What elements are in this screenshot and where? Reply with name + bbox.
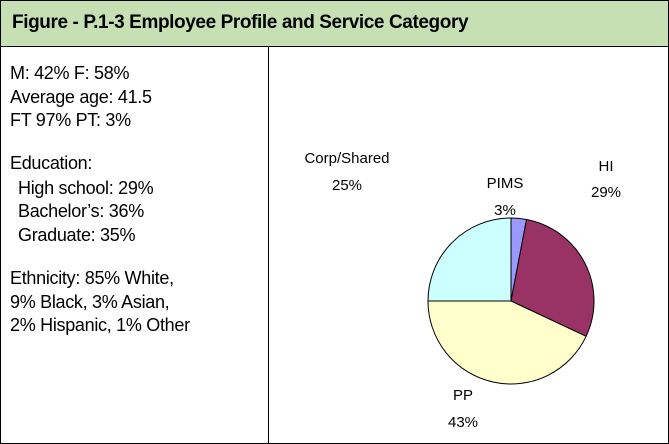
- pie-slice: [427, 300, 587, 385]
- slice-label: Corp/Shared: [304, 150, 389, 167]
- profile-line: 9% Black, 3% Asian,: [10, 292, 170, 312]
- profile-line: FT 97% PT: 3%: [10, 110, 131, 130]
- profile-line: Average age: 41.5: [10, 87, 152, 107]
- pie-slice: [427, 217, 512, 302]
- figure-title: Figure - P.1-3 Employee Profile and Serv…: [12, 12, 469, 33]
- pie-slice: [510, 218, 595, 338]
- profile-line: Education:: [10, 153, 93, 173]
- slice-value-label: 43%: [448, 414, 478, 431]
- profile-panel: M: 42% F: 58% Average age: 41.5 FT 97% P…: [1, 47, 269, 443]
- slice-label: PP: [453, 387, 473, 404]
- slice-value-label: 25%: [332, 177, 362, 194]
- slice-value-label: 29%: [591, 184, 621, 201]
- slice-label: HI: [599, 158, 614, 175]
- profile-line: Bachelor’s: 36%: [18, 201, 144, 221]
- pie-chart: PIMS 3% HI 29% PP 43% Corp/Shared 25%: [304, 150, 621, 431]
- profile-line: Graduate: 35%: [18, 225, 136, 245]
- slice-label: PIMS: [487, 175, 524, 192]
- profile-line: M: 42% F: 58%: [10, 63, 130, 83]
- slice-value-label: 3%: [494, 202, 516, 219]
- profile-line: Ethnicity: 85% White,: [10, 268, 174, 288]
- header: Figure - P.1-3 Employee Profile and Serv…: [1, 1, 668, 47]
- profile-line: 2% Hispanic, 1% Other: [10, 315, 190, 335]
- profile-line: High school: 29%: [18, 178, 154, 198]
